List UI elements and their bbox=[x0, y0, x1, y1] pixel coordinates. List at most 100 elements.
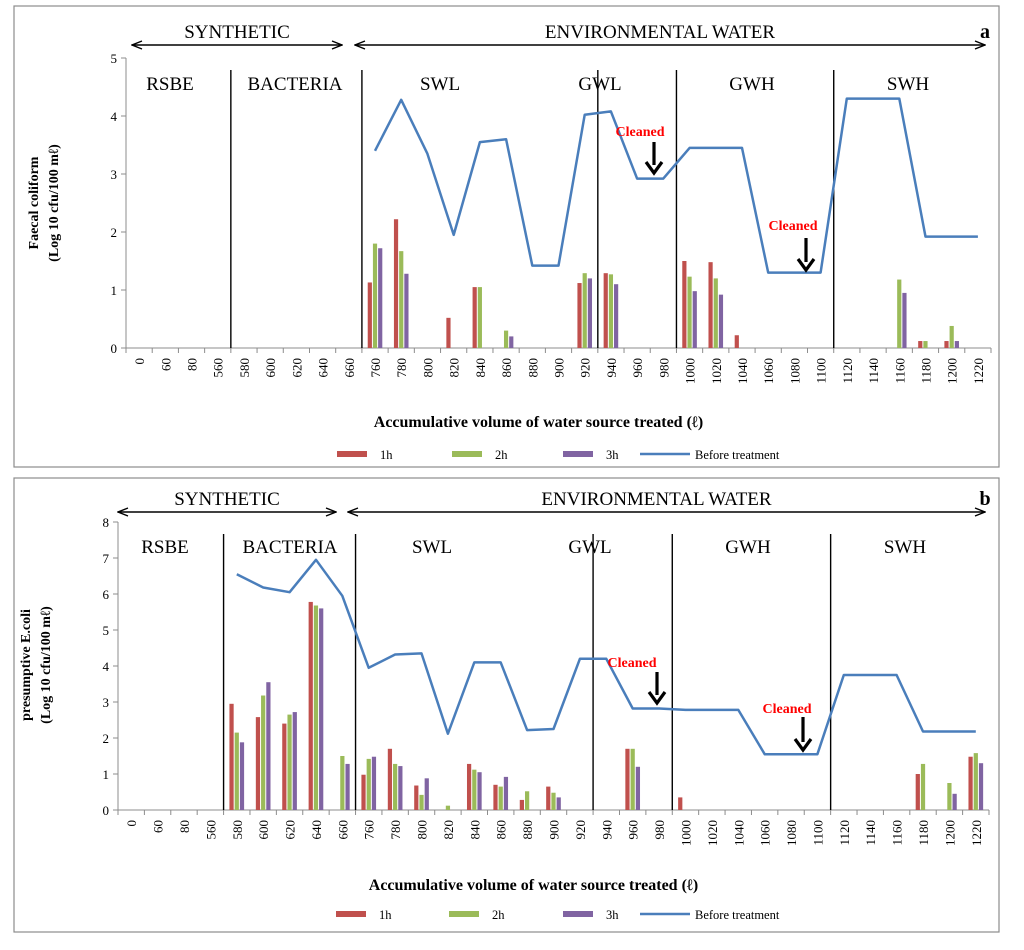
panel-letter: a bbox=[980, 21, 990, 43]
bar-2h bbox=[608, 274, 614, 348]
y-tick-label: 1 bbox=[111, 283, 118, 298]
line-before-treatment bbox=[373, 97, 978, 274]
bar-2h bbox=[551, 792, 556, 810]
x-tick-label: 860 bbox=[494, 820, 509, 840]
bar-1h bbox=[255, 717, 261, 810]
x-tick-label: 80 bbox=[177, 820, 192, 833]
x-tick-label: 0 bbox=[132, 358, 147, 365]
bar-1h bbox=[387, 748, 393, 810]
bar-1h bbox=[603, 273, 608, 348]
header-synthetic: SYNTHETIC bbox=[174, 489, 280, 510]
bar-3h bbox=[266, 682, 271, 810]
region-label-swl: SWL bbox=[412, 537, 452, 558]
bar-3h bbox=[954, 341, 959, 348]
y-axis-label: presumptive E.coli bbox=[19, 609, 34, 721]
legend-swatch bbox=[452, 451, 482, 457]
x-tick-label: 1160 bbox=[890, 820, 905, 846]
bar-1h bbox=[472, 287, 477, 348]
y-axis-label: (Log 10 cfu/100 mℓ) bbox=[47, 144, 62, 262]
x-tick-label: 580 bbox=[237, 358, 252, 378]
bar-3h bbox=[614, 284, 619, 348]
legend-label: 1h bbox=[379, 908, 392, 922]
legend-label: Before treatment bbox=[695, 448, 780, 462]
x-tick-label: 580 bbox=[230, 820, 245, 840]
y-tick-label: 7 bbox=[103, 551, 110, 566]
bar-2h bbox=[630, 748, 635, 810]
y-axis-label: (Log 10 cfu/100 mℓ) bbox=[39, 606, 54, 724]
x-tick-label: 760 bbox=[362, 820, 377, 840]
x-tick-label: 940 bbox=[599, 820, 614, 840]
bar-2h bbox=[524, 791, 530, 810]
x-tick-label: 1100 bbox=[814, 358, 829, 384]
bar-2h bbox=[582, 273, 587, 348]
bar-3h bbox=[398, 766, 403, 810]
bar-1h bbox=[414, 785, 419, 810]
legend-swatch bbox=[336, 911, 366, 917]
bar-1h bbox=[968, 756, 973, 810]
bar-3h bbox=[345, 763, 350, 810]
x-tick-label: 1140 bbox=[866, 358, 881, 384]
region-label-swl: SWL bbox=[420, 74, 460, 95]
x-tick-label: 1220 bbox=[969, 820, 984, 846]
bar-3h bbox=[509, 336, 514, 348]
bar-2h bbox=[973, 753, 978, 810]
annotation-cleaned: Cleaned bbox=[763, 702, 812, 717]
bar-3h bbox=[371, 756, 377, 810]
y-tick-label: 0 bbox=[103, 803, 110, 818]
bar-2h bbox=[498, 786, 503, 810]
bar-1h bbox=[944, 341, 949, 348]
x-tick-label: 880 bbox=[525, 358, 540, 378]
y-tick-label: 1 bbox=[103, 767, 110, 782]
x-tick-label: 920 bbox=[573, 820, 588, 840]
legend-swatch bbox=[563, 451, 593, 457]
bar-1h bbox=[625, 748, 630, 810]
x-tick-label: 640 bbox=[309, 820, 324, 840]
x-tick-label: 1020 bbox=[705, 820, 720, 846]
bar-2h bbox=[393, 763, 398, 810]
bar-3h bbox=[692, 291, 697, 348]
panel-letter: b bbox=[979, 488, 990, 510]
x-tick-label: 980 bbox=[656, 358, 671, 378]
bar-1h bbox=[393, 219, 399, 348]
x-tick-label: 1140 bbox=[863, 820, 878, 846]
x-tick-label: 600 bbox=[263, 358, 278, 378]
header-environmental: ENVIRONMENTAL WATER bbox=[541, 489, 771, 510]
annotation-cleaned: Cleaned bbox=[616, 125, 665, 140]
bar-2h bbox=[445, 805, 451, 810]
header-synthetic: SYNTHETIC bbox=[184, 22, 290, 43]
bar-2h bbox=[947, 783, 952, 810]
region-label-swh: SWH bbox=[887, 74, 930, 95]
bar-1h bbox=[361, 774, 366, 810]
bar-1h bbox=[282, 723, 287, 810]
x-tick-label: 660 bbox=[335, 820, 350, 840]
panel-border bbox=[13, 5, 1000, 468]
x-tick-label: 80 bbox=[185, 358, 200, 371]
bar-2h bbox=[234, 732, 239, 810]
legend-label: 3h bbox=[606, 908, 619, 922]
bar-2h bbox=[503, 330, 509, 348]
x-tick-label: 60 bbox=[151, 820, 166, 833]
legend-label: Before treatment bbox=[695, 908, 780, 922]
x-axis-title: Accumulative volume of water source trea… bbox=[369, 877, 698, 894]
x-tick-label: 1120 bbox=[840, 358, 855, 384]
legend-label: 3h bbox=[606, 448, 619, 462]
annotation-cleaned: Cleaned bbox=[608, 656, 657, 671]
y-tick-label: 0 bbox=[111, 341, 118, 356]
bar-3h bbox=[239, 742, 245, 810]
x-tick-label: 1060 bbox=[758, 820, 773, 846]
legend: 1h 2h 3h Before treatment bbox=[336, 908, 780, 922]
legend-swatch bbox=[337, 451, 367, 457]
bar-3h bbox=[587, 278, 593, 348]
y-tick-label: 5 bbox=[103, 623, 110, 638]
x-tick-label: 1000 bbox=[683, 358, 698, 384]
x-tick-label: 920 bbox=[578, 358, 593, 378]
bar-1h bbox=[577, 283, 582, 348]
x-tick-label: 780 bbox=[394, 358, 409, 378]
x-tick-label: 1060 bbox=[761, 358, 776, 384]
bar-1h bbox=[546, 786, 551, 810]
bar-3h bbox=[477, 772, 482, 810]
legend-label: 2h bbox=[492, 908, 505, 922]
x-tick-label: 0 bbox=[124, 820, 139, 827]
x-tick-label: 900 bbox=[547, 820, 562, 840]
region-label-gwl: GWL bbox=[578, 74, 621, 95]
